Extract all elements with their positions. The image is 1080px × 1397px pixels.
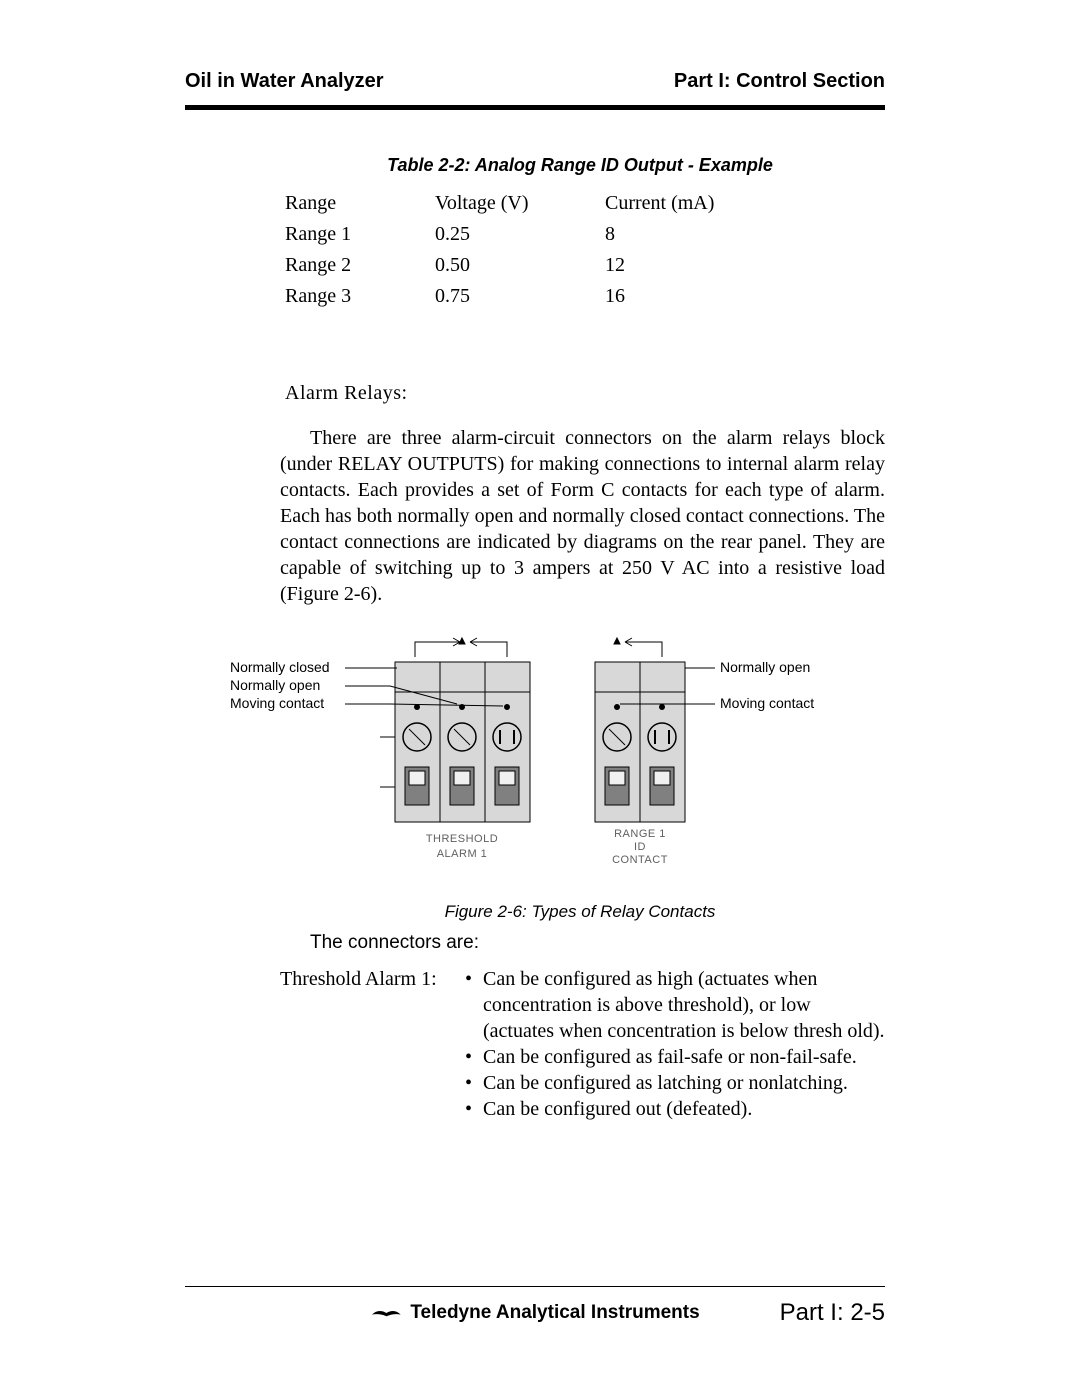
label-moving-contact-right: Moving contact: [720, 695, 814, 711]
bullet-text: Can be configured out (defeated).: [483, 1096, 752, 1122]
bullet-item: • Can be configured out (defeated).: [465, 1096, 885, 1122]
bullet-icon: •: [465, 966, 483, 1044]
page-footer: Teledyne Analytical Instruments Part I: …: [185, 1299, 885, 1327]
cell: 12: [605, 250, 745, 281]
cell: 16: [605, 281, 745, 312]
connector-label: Threshold Alarm 1:: [280, 966, 465, 1122]
block2-label-line1: RANGE 1: [614, 828, 666, 840]
footer-center-text: Teledyne Analytical Instruments: [410, 1302, 699, 1324]
relay-block-threshold: [395, 662, 530, 822]
bullet-text: Can be configured as latching or nonlatc…: [483, 1070, 848, 1096]
page-header: Oil in Water Analyzer Part I: Control Se…: [185, 70, 885, 93]
block2-label-line2: ID: [634, 841, 646, 853]
bullet-item: • Can be configured as latching or nonla…: [465, 1070, 885, 1096]
col-header: Voltage (V): [435, 188, 605, 219]
cell: Range 2: [285, 250, 435, 281]
col-header: Current (mA): [605, 188, 745, 219]
cell: Range 3: [285, 281, 435, 312]
block1-label-line2: ALARM 1: [437, 848, 488, 860]
table-header-row: Range Voltage (V) Current (mA): [285, 188, 745, 219]
relay-diagram-svg: Normally closed Normally open Moving con…: [225, 632, 845, 892]
bullet-text: Can be configured as fail-safe or non-fa…: [483, 1044, 857, 1070]
footer-page-number: Part I: 2-5: [780, 1299, 885, 1327]
cell: 0.25: [435, 219, 605, 250]
label-normally-open-right: Normally open: [720, 659, 810, 675]
bullet-text: Can be configured as high (actuates when…: [483, 966, 885, 1044]
connector-row: Threshold Alarm 1: • Can be configured a…: [280, 966, 885, 1122]
cell: Range 1: [285, 219, 435, 250]
alarm-relays-heading: Alarm Relays:: [285, 382, 885, 405]
header-left: Oil in Water Analyzer: [185, 70, 384, 93]
relay-block-range-id: [595, 662, 685, 822]
table-row: Range 3 0.75 16: [285, 281, 745, 312]
footer-rule: [185, 1286, 885, 1287]
bullet-icon: •: [465, 1096, 483, 1122]
cell: 0.75: [435, 281, 605, 312]
bullet-icon: •: [465, 1070, 483, 1096]
label-moving-contact-left: Moving contact: [230, 695, 324, 711]
header-rule: [185, 105, 885, 110]
connectors-intro: The connectors are:: [310, 932, 885, 954]
range-table: Range Voltage (V) Current (mA) Range 1 0…: [285, 188, 745, 312]
table-row: Range 1 0.25 8: [285, 219, 745, 250]
label-normally-closed: Normally closed: [230, 659, 330, 675]
label-normally-open-left: Normally open: [230, 677, 320, 693]
cell: 0.50: [435, 250, 605, 281]
bullet-icon: •: [465, 1044, 483, 1070]
alarm-relays-paragraph: There are three alarm-circuit connectors…: [280, 425, 885, 607]
table-row: Range 2 0.50 12: [285, 250, 745, 281]
bullet-item: • Can be configured as fail-safe or non-…: [465, 1044, 885, 1070]
connector-bullets: • Can be configured as high (actuates wh…: [465, 966, 885, 1122]
footer-center: Teledyne Analytical Instruments: [370, 1302, 699, 1324]
relay-figure: Normally closed Normally open Moving con…: [185, 632, 885, 892]
teledyne-logo-icon: [370, 1306, 402, 1320]
table-caption: Table 2-2: Analog Range ID Output - Exam…: [275, 155, 885, 176]
figure-caption: Figure 2-6: Types of Relay Contacts: [275, 902, 885, 922]
header-right: Part I: Control Section: [674, 70, 885, 93]
bullet-item: • Can be configured as high (actuates wh…: [465, 966, 885, 1044]
col-header: Range: [285, 188, 435, 219]
block1-label-line1: THRESHOLD: [426, 833, 498, 845]
cell: 8: [605, 219, 745, 250]
block2-label-line3: CONTACT: [612, 854, 668, 866]
page: Oil in Water Analyzer Part I: Control Se…: [0, 0, 1080, 1397]
